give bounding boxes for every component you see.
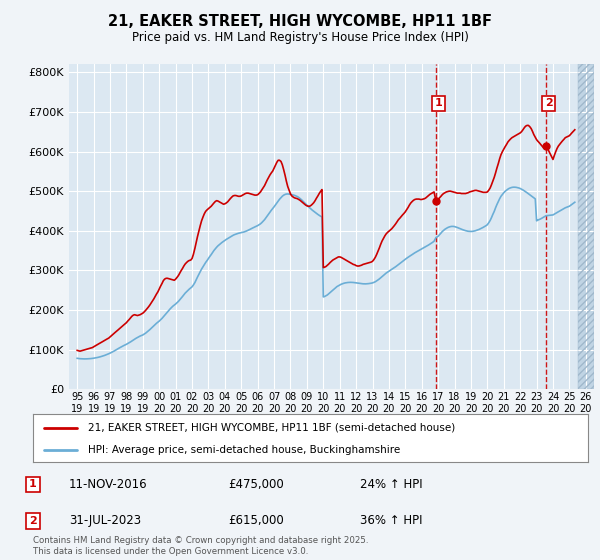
Text: 31-JUL-2023: 31-JUL-2023 [69, 514, 141, 528]
Bar [578, 64, 594, 389]
Text: 2: 2 [29, 516, 37, 526]
Text: 1: 1 [434, 99, 442, 109]
Text: HPI: Average price, semi-detached house, Buckinghamshire: HPI: Average price, semi-detached house,… [89, 445, 401, 455]
Bar [578, 64, 594, 389]
Text: 21, EAKER STREET, HIGH WYCOMBE, HP11 1BF (semi-detached house): 21, EAKER STREET, HIGH WYCOMBE, HP11 1BF… [89, 423, 456, 433]
Text: 21, EAKER STREET, HIGH WYCOMBE, HP11 1BF: 21, EAKER STREET, HIGH WYCOMBE, HP11 1BF [108, 14, 492, 29]
Text: 2: 2 [545, 99, 553, 109]
Text: 11-NOV-2016: 11-NOV-2016 [69, 478, 148, 491]
Text: £475,000: £475,000 [228, 478, 284, 491]
Text: £615,000: £615,000 [228, 514, 284, 528]
Text: 1: 1 [29, 479, 37, 489]
Text: 36% ↑ HPI: 36% ↑ HPI [360, 514, 422, 528]
Text: 24% ↑ HPI: 24% ↑ HPI [360, 478, 422, 491]
Text: Price paid vs. HM Land Registry's House Price Index (HPI): Price paid vs. HM Land Registry's House … [131, 31, 469, 44]
Text: Contains HM Land Registry data © Crown copyright and database right 2025.
This d: Contains HM Land Registry data © Crown c… [33, 536, 368, 556]
